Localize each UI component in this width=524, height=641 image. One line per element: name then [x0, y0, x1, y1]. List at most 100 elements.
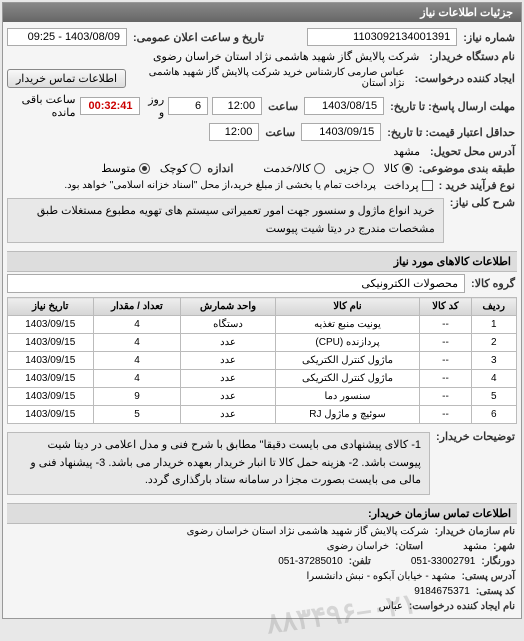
group-label: گروه کالا:: [469, 277, 517, 290]
table-cell: سوئیچ و ماژول RJ: [275, 406, 420, 424]
contact-postal-label: کد پستی:: [474, 586, 517, 597]
details-panel: جزئیات اطلاعات نیاز شماره نیاز: 11030921…: [2, 2, 522, 619]
table-cell: سنسور دما: [275, 388, 420, 406]
table-cell: ماژول کنترل الکتریکی: [275, 352, 420, 370]
table-cell: 4: [93, 316, 181, 334]
goods-table-wrap: ۰۲۱–۸۸۳۴۹۶ ردیف کد کالا نام کالا واحد شم…: [7, 297, 517, 424]
table-cell: 1403/09/15: [8, 352, 94, 370]
contact-buyer-button[interactable]: اطلاعات تماس خریدار: [7, 69, 126, 88]
table-cell: عدد: [181, 370, 275, 388]
countdown: 00:32:41: [80, 97, 140, 115]
announce-value: 1403/08/09 - 09:25: [7, 28, 127, 46]
table-cell: 1403/09/15: [8, 370, 94, 388]
contact-province: خراسان رضوی: [327, 541, 389, 552]
table-cell: --: [420, 352, 471, 370]
pkg-opt-2[interactable]: کالا/خدمت: [263, 162, 324, 175]
table-cell: 5: [93, 406, 181, 424]
col-3: واحد شمارش: [181, 298, 275, 316]
packaging-radio-group: کالا جزیی کالا/خدمت: [263, 162, 412, 175]
announce-label: تاریخ و ساعت اعلان عمومی:: [131, 31, 266, 44]
contact-fax-label: دورنگار:: [479, 556, 517, 567]
table-cell: 3: [471, 352, 516, 370]
table-cell: ماژول کنترل الکتریکی: [275, 370, 420, 388]
contact-phone: 051-37285010: [278, 556, 343, 567]
table-cell: --: [420, 316, 471, 334]
table-row: 2--پردازنده (CPU)عدد41403/09/15: [8, 334, 517, 352]
process-desc: پرداخت تمام یا بخشی از مبلغ خرید،از محل …: [60, 180, 380, 191]
contact-addr: مشهد - خیابان آبکوه - نبش دانشسرا: [306, 571, 455, 582]
table-cell: --: [420, 370, 471, 388]
panel-body: شماره نیاز: 1103092134001391 تاریخ و ساع…: [3, 22, 521, 618]
deadline-reply-time: 12:00: [212, 97, 262, 115]
size-opt-1[interactable]: متوسط: [101, 162, 150, 175]
table-cell: 1403/09/15: [8, 388, 94, 406]
remaining-text: ساعت باقی مانده: [7, 93, 76, 119]
table-cell: 1403/09/15: [8, 406, 94, 424]
delivery-addr-label: آدرس محل تحویل:: [428, 145, 517, 158]
col-2: نام کالا: [275, 298, 420, 316]
col-5: تاریخ نیاز: [8, 298, 94, 316]
table-cell: یونیت منبع تغذیه: [275, 316, 420, 334]
number-label: شماره نیاز:: [461, 31, 517, 44]
deadline-reply-date: 1403/08/15: [304, 97, 384, 115]
price-deadline-label: حداقل اعتبار قیمت: تا تاریخ:: [385, 126, 517, 139]
table-cell: 1403/09/15: [8, 334, 94, 352]
org-value: شرکت پالایش گاز شهید هاشمی نژاد استان خر…: [149, 50, 423, 63]
table-cell: 4: [471, 370, 516, 388]
pkg-opt-0[interactable]: کالا: [384, 162, 413, 175]
col-0: ردیف: [471, 298, 516, 316]
deadline-reply-label: مهلت ارسال پاسخ: تا تاریخ:: [388, 100, 517, 113]
table-row: 3--ماژول کنترل الکتریکیعدد41403/09/15: [8, 352, 517, 370]
table-cell: پردازنده (CPU): [275, 334, 420, 352]
creator-value: عباس صارمی کارشناس خرید شرکت پالایش گاز …: [130, 67, 409, 89]
radio-icon: [139, 163, 150, 174]
days-remaining: 6: [168, 97, 208, 115]
contact-phone-label: تلفن:: [347, 556, 373, 567]
main-desc-label: شرح کلی نیاز:: [448, 196, 517, 209]
table-cell: دستگاه: [181, 316, 275, 334]
size-opt-0[interactable]: کوچک: [160, 162, 202, 175]
radio-icon: [314, 163, 325, 174]
contact-city-label: شهر:: [491, 541, 517, 552]
contact-org-label: نام سازمان خریدار:: [433, 526, 517, 537]
table-cell: عدد: [181, 334, 275, 352]
col-1: کد کالا: [420, 298, 471, 316]
contact-province-label: استان:: [393, 541, 425, 552]
contact-fax: 051-33002791: [411, 556, 476, 567]
table-cell: --: [420, 388, 471, 406]
table-row: 4--ماژول کنترل الکتریکیعدد41403/09/15: [8, 370, 517, 388]
price-deadline-time: 12:00: [209, 123, 259, 141]
table-cell: 2: [471, 334, 516, 352]
time-label-2: ساعت: [263, 126, 297, 139]
table-cell: 4: [93, 370, 181, 388]
delivery-addr: مشهد: [389, 145, 424, 158]
radio-icon: [402, 163, 413, 174]
table-cell: 1403/09/15: [8, 316, 94, 334]
col-4: تعداد / مقدار: [93, 298, 181, 316]
table-row: 1--یونیت منبع تغذیهدستگاه41403/09/15: [8, 316, 517, 334]
radio-icon: [363, 163, 374, 174]
table-header-row: ردیف کد کالا نام کالا واحد شمارش تعداد /…: [8, 298, 517, 316]
panel-title: جزئیات اطلاعات نیاز: [3, 3, 521, 22]
group-value: محصولات الکترونیکی: [7, 274, 465, 293]
goods-table: ردیف کد کالا نام کالا واحد شمارش تعداد /…: [7, 297, 517, 424]
process-label: نوع فرآیند خرید :: [437, 179, 517, 192]
table-cell: --: [420, 334, 471, 352]
main-desc: خرید انواع ماژول و سنسور جهت امور تعمیرا…: [7, 198, 444, 243]
table-cell: 9: [93, 388, 181, 406]
checkbox-icon: [422, 180, 433, 191]
notes-label: توضیحات خریدار:: [434, 430, 517, 443]
pkg-opt-1[interactable]: جزیی: [335, 162, 374, 175]
contact-org: شرکت پالایش گاز شهید هاشمی نژاد استان خر…: [187, 526, 429, 537]
contact-creator: عباس: [379, 601, 403, 612]
goods-section-title: اطلاعات کالاهای مورد نیاز: [7, 251, 517, 272]
table-cell: عدد: [181, 388, 275, 406]
time-label-1: ساعت: [266, 100, 300, 113]
price-deadline-date: 1403/09/15: [301, 123, 381, 141]
table-cell: --: [420, 406, 471, 424]
contact-addr-label: آدرس پستی:: [460, 571, 517, 582]
days-word: روز و: [144, 93, 165, 119]
process-opt-0[interactable]: پرداخت: [384, 179, 433, 192]
table-cell: 5: [471, 388, 516, 406]
table-row: 6--سوئیچ و ماژول RJعدد51403/09/15: [8, 406, 517, 424]
